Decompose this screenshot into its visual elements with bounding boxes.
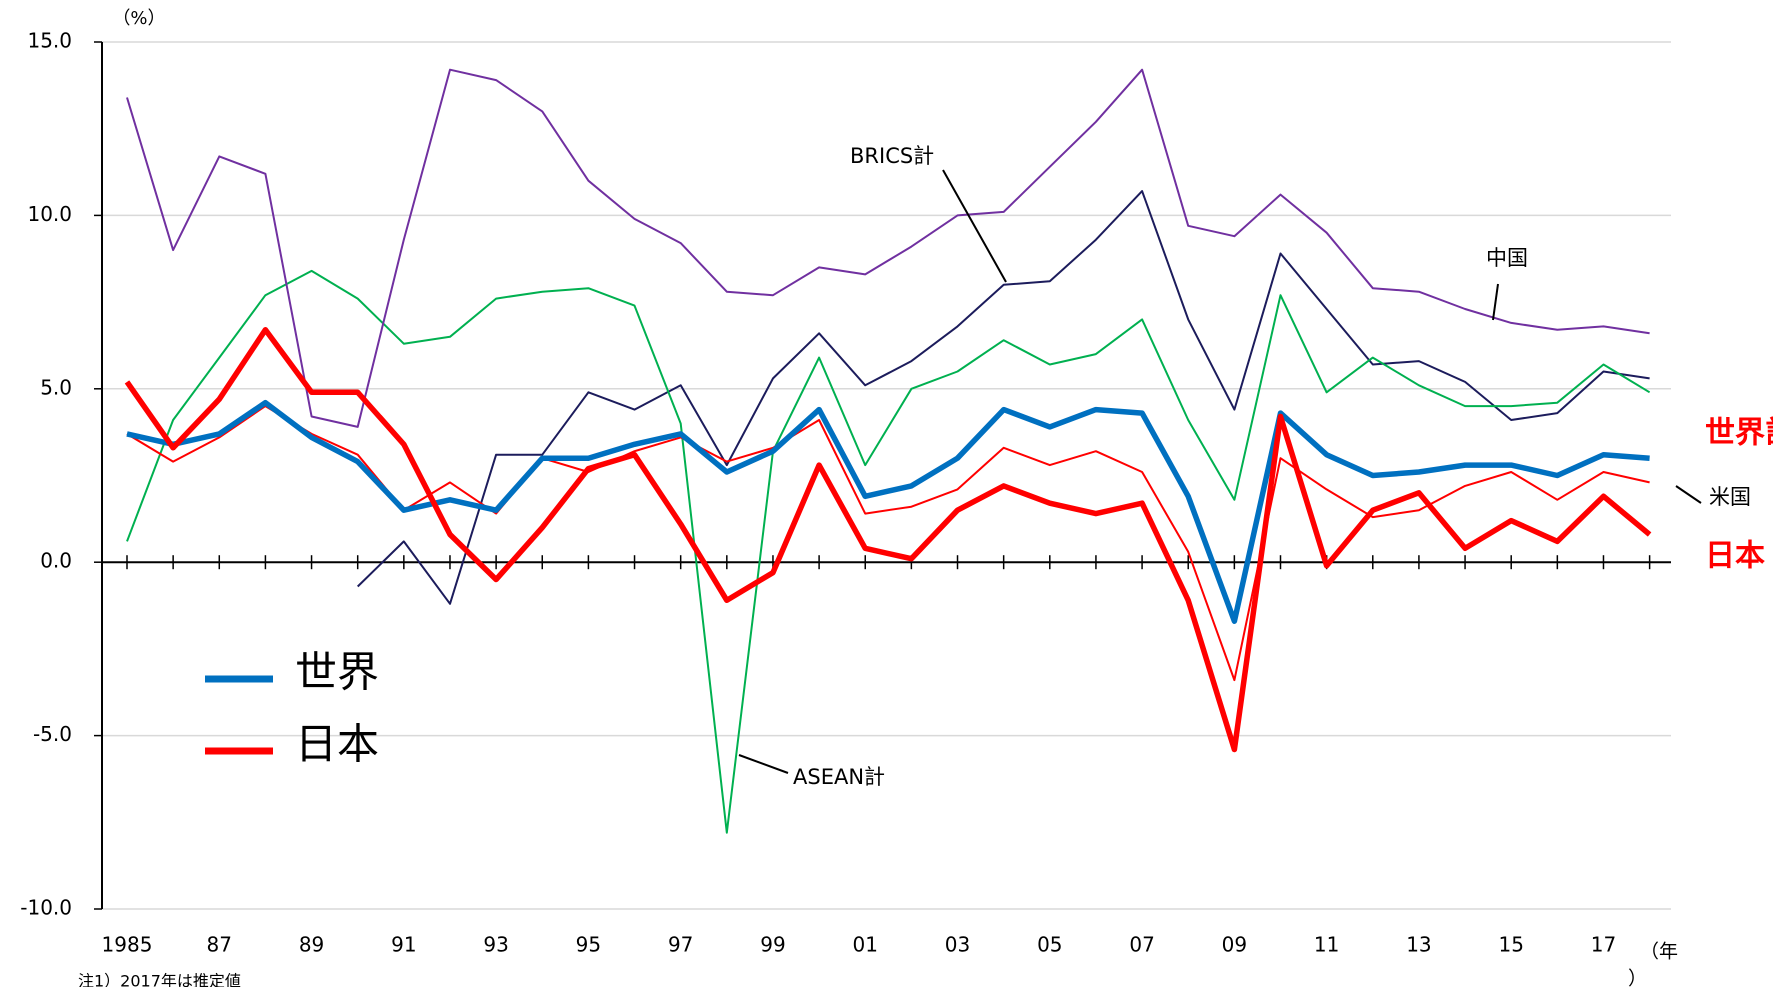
- x-unit: （年: [1640, 941, 1678, 963]
- x-tick-label: 09: [1222, 933, 1247, 957]
- leader-line: [1492, 283, 1499, 321]
- leader-line: [738, 754, 789, 774]
- x-tick-label: 87: [207, 933, 232, 957]
- x-tick-label: 01: [853, 933, 878, 957]
- series-line: [126, 269, 1651, 834]
- y-unit: （%）: [112, 8, 165, 29]
- leader-line: [942, 169, 1007, 283]
- x-tick-label: 05: [1037, 933, 1062, 957]
- series-line: [124, 327, 1652, 753]
- x-tick-label: 91: [391, 933, 416, 957]
- x-tick-label: 15: [1498, 933, 1523, 957]
- x-unit: ）: [1628, 968, 1647, 988]
- y-tick-label: 15.0: [27, 29, 72, 53]
- series-line: [126, 405, 1650, 682]
- y-tick-label: 10.0: [27, 202, 72, 226]
- x-tick-label: 13: [1406, 933, 1431, 957]
- legend-label: 世界: [295, 648, 379, 697]
- y-tick-label: -5.0: [33, 722, 72, 746]
- x-tick-label: 03: [945, 933, 970, 957]
- x-tick-label: 95: [576, 933, 601, 957]
- series-line: [126, 68, 1650, 428]
- x-tick-label: 97: [668, 933, 693, 957]
- x-tick-label: 99: [760, 933, 785, 957]
- series-line: [126, 399, 1650, 624]
- x-tick-label: 07: [1129, 933, 1154, 957]
- y-tick-label: -10.0: [20, 896, 72, 920]
- y-tick-label: 0.0: [40, 549, 72, 573]
- series-label: ASEAN計: [793, 765, 885, 789]
- series-label: 中国: [1486, 246, 1528, 270]
- leader-line: [1675, 485, 1702, 504]
- x-tick-label: 1985: [102, 933, 153, 957]
- legend-label: 日本: [295, 720, 379, 769]
- annotation: 日本: [1705, 539, 1765, 574]
- series-label: BRICS計: [850, 144, 934, 168]
- x-tick-label: 89: [299, 933, 324, 957]
- y-tick-label: 5.0: [40, 375, 72, 399]
- x-tick-label: 93: [483, 933, 508, 957]
- x-tick-label: 17: [1591, 933, 1616, 957]
- series-label: 米国: [1709, 485, 1751, 509]
- series-line: [357, 190, 1650, 605]
- x-tick-label: 11: [1314, 933, 1339, 957]
- note: 注1）2017年は推定値: [78, 972, 241, 988]
- annotation: 世界計: [1705, 416, 1773, 451]
